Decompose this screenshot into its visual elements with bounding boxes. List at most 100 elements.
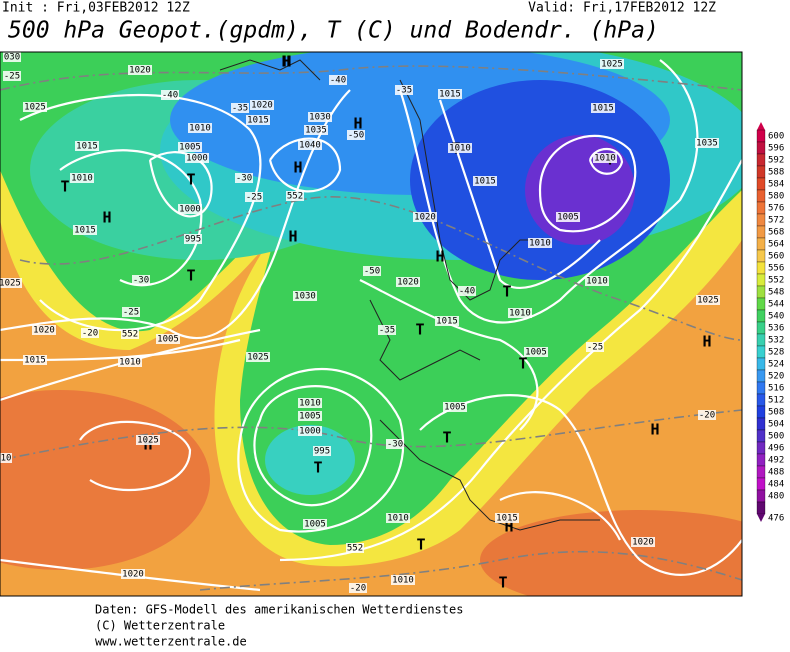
map-label-bg [473, 176, 497, 186]
contour-label: 552 [347, 544, 363, 554]
contour-label: 1015 [76, 142, 98, 152]
colorbar-label: 480 [768, 492, 784, 502]
contour-label: -40 [330, 76, 346, 86]
map-label-bg [303, 519, 327, 529]
contour-label: 1020 [397, 278, 419, 288]
map-label-bg [23, 102, 47, 112]
map-label-bg [75, 141, 99, 151]
pressure-center: H [281, 53, 290, 71]
map-label-bg [696, 295, 720, 305]
contour-label: 1000 [179, 205, 201, 215]
map-label-bg [304, 125, 328, 135]
contour-label: 1025 [0, 279, 21, 289]
contour-label: 1010 [189, 124, 211, 134]
colorbar-label: 584 [768, 180, 784, 190]
contour-label: 1000 [299, 427, 321, 437]
map-label-bg [286, 191, 304, 201]
map-label-bg [121, 569, 145, 579]
map-label-bg [448, 143, 472, 153]
contour-label: 1010 [299, 399, 321, 409]
colorbar-label: 552 [768, 276, 784, 286]
map-label-bg [250, 100, 274, 110]
colorbar-swatch [756, 405, 766, 419]
warm-area [480, 510, 742, 596]
colorbar-label: 556 [768, 264, 784, 274]
map-label-bg [128, 65, 152, 75]
contour-label: -20 [82, 329, 98, 339]
map-label-bg [308, 112, 332, 122]
pressure-center: H [435, 248, 444, 266]
map-label-bg [161, 90, 179, 100]
pressure-center: H [102, 209, 111, 227]
contour-label: 1020 [414, 213, 436, 223]
contour-label: 1000 [186, 154, 208, 164]
colorbar-swatch [756, 165, 766, 179]
map-label-bg [293, 291, 317, 301]
pressure-center: T [442, 429, 451, 447]
colorbar-swatch [756, 273, 766, 287]
contour-label: 1020 [251, 101, 273, 111]
colorbar-swatch [756, 237, 766, 251]
contour-label: 1035 [696, 139, 718, 149]
colorbar-swatch [756, 153, 766, 167]
map-label-bg [329, 75, 347, 85]
contour-label: -30 [387, 440, 403, 450]
colorbar-label: 588 [768, 168, 784, 178]
colorbar-cap [757, 514, 765, 522]
colorbar-label: 532 [768, 336, 784, 346]
pressure-center: T [313, 459, 322, 477]
contour-label: 1035 [305, 126, 327, 136]
contour-label: 1010 [509, 309, 531, 319]
contour-label: 10 [1, 454, 12, 464]
contour-label: -30 [133, 276, 149, 286]
map-label-bg [524, 347, 548, 357]
pressure-center: T [60, 178, 69, 196]
map-label-bg [185, 153, 209, 163]
map-label-bg [363, 266, 381, 276]
contour-label: 1005 [179, 143, 201, 153]
map-label-bg [395, 85, 413, 95]
contour-label: 1015 [439, 90, 461, 100]
footer-copyright: (C) Wetterzentrale [95, 619, 225, 633]
contour-label: 1015 [247, 116, 269, 126]
contour-label: 1020 [129, 66, 151, 76]
map-label-bg [156, 334, 180, 344]
pressure-center: T [186, 171, 195, 189]
contour-label: -40 [459, 287, 475, 297]
contour-label: 552 [122, 330, 138, 340]
colorbar-swatch [756, 417, 766, 431]
colorbar-label: 548 [768, 288, 784, 298]
map-label-bg [386, 439, 404, 449]
map-label-bg [32, 325, 56, 335]
contour-label: 1010 [449, 144, 471, 154]
map-label-bg [695, 138, 719, 148]
contour-label: -25 [123, 308, 139, 318]
map-label-bg [23, 355, 47, 365]
map-label-bg [631, 537, 655, 547]
map-label-bg [495, 513, 519, 523]
contour-label: -25 [4, 72, 20, 82]
valid-time: Valid: Fri,17FEB2012 12Z [528, 1, 716, 16]
colorbar-label: 540 [768, 312, 784, 322]
contour-label: 1025 [601, 60, 623, 70]
map-label-bg [386, 513, 410, 523]
map-area: 03010201025-25-4010201010101510051000101… [0, 52, 742, 596]
map-label-bg [73, 225, 97, 235]
colorbar-swatch [756, 261, 766, 275]
contour-label: 030 [4, 53, 20, 63]
map-label-bg [600, 59, 624, 69]
colorbar-label: 576 [768, 204, 784, 214]
contour-label: -20 [699, 411, 715, 421]
map-label-bg [298, 140, 322, 150]
colorbar-label: 492 [768, 456, 784, 466]
colorbar-swatch [756, 225, 766, 239]
map-label-bg [121, 329, 139, 339]
isobars [0, 59, 742, 592]
colorbar-swatch [756, 393, 766, 407]
contour-label: 1020 [122, 570, 144, 580]
map-label-bg [391, 575, 415, 585]
contour-label: -50 [364, 267, 380, 277]
pressure-center: H [702, 333, 711, 351]
map-title: 500 hPa Geopot.(gpdm), T (C) und Bodendr… [8, 18, 659, 44]
